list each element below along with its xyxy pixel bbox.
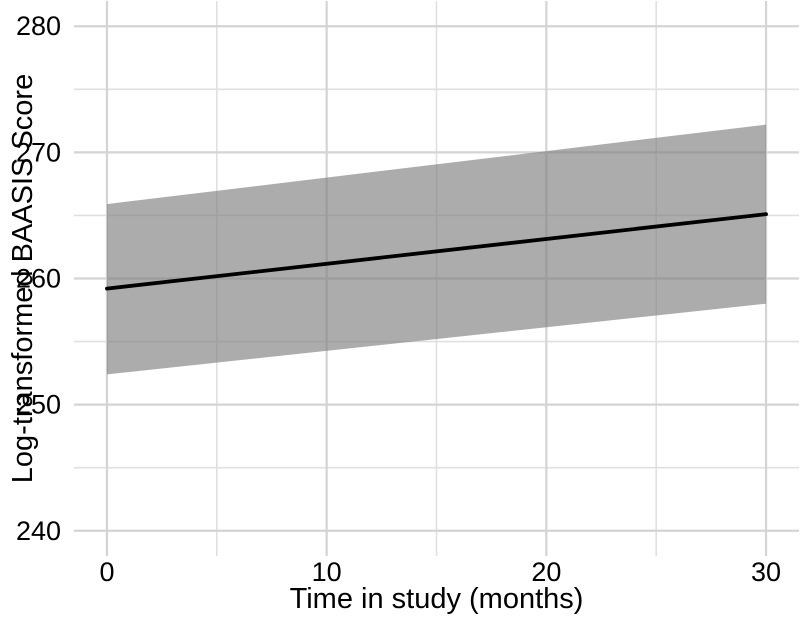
y-tick-label: 270 [16,137,61,167]
fitted-line [105,212,768,291]
x-axis-title: Time in study (months) [290,583,584,615]
y-tick-label: 240 [16,516,61,546]
y-tick-label: 260 [16,264,61,294]
x-tick-label: 20 [531,557,561,587]
y-tick-labels: 240 250 260 270 280 [16,11,61,546]
x-tick-label: 10 [312,557,342,587]
x-tick-labels: 0 10 20 30 [99,557,781,587]
x-tick-label: 30 [751,557,781,587]
x-tick-label: 0 [99,557,114,587]
y-tick-label: 280 [16,11,61,41]
y-axis-title: Log-transformed BAASIS Score [7,74,39,483]
y-tick-label: 250 [16,390,61,420]
